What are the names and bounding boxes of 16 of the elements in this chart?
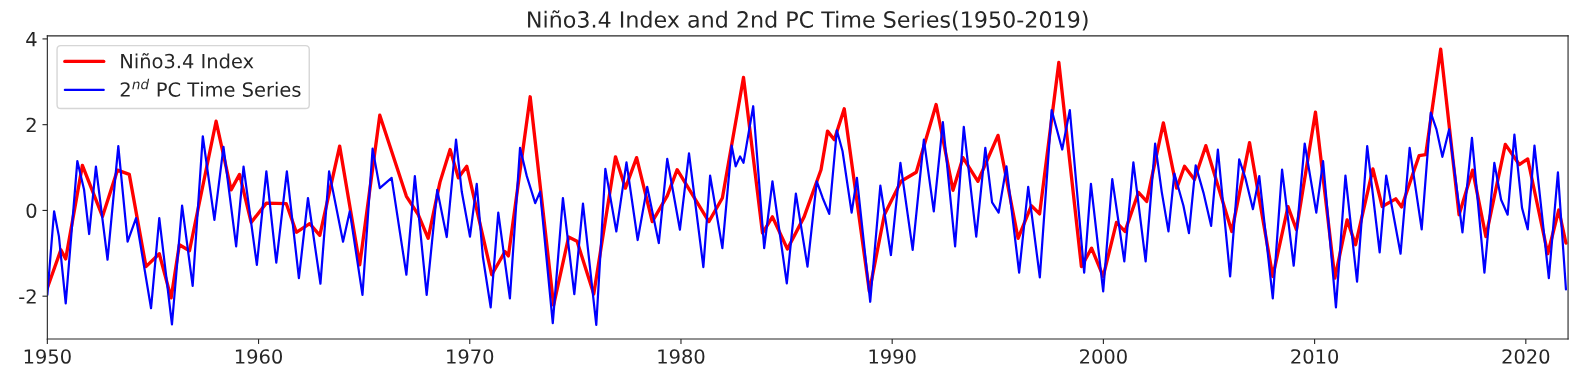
x-tick-label: 1980 (658, 349, 705, 364)
x-tick-label: 1970 (447, 349, 494, 364)
legend-label: Niño3.4 Index (121, 53, 254, 69)
legend-label: 2$^{nd}$ PC Time Series (120, 78, 301, 97)
line-series (47, 105, 1568, 327)
y-tick-label: -2 (19, 289, 36, 304)
x-tick-label: 1960 (235, 349, 282, 364)
x-tick-label: 1950 (24, 349, 71, 364)
x-tick-label: 1990 (869, 349, 916, 364)
x-tick-label: 2020 (1502, 349, 1550, 364)
chart-title: Niño3.4 Index and 2nd PC Time Series(1950-2019) (528, 10, 1088, 31)
x-tick-label: 2000 (1080, 349, 1127, 364)
y-tick-label: 0 (26, 203, 37, 219)
y-tick-label: 2 (26, 117, 36, 133)
y-tick-label: 4 (26, 32, 37, 47)
x-tick-label: 2010 (1291, 349, 1339, 364)
